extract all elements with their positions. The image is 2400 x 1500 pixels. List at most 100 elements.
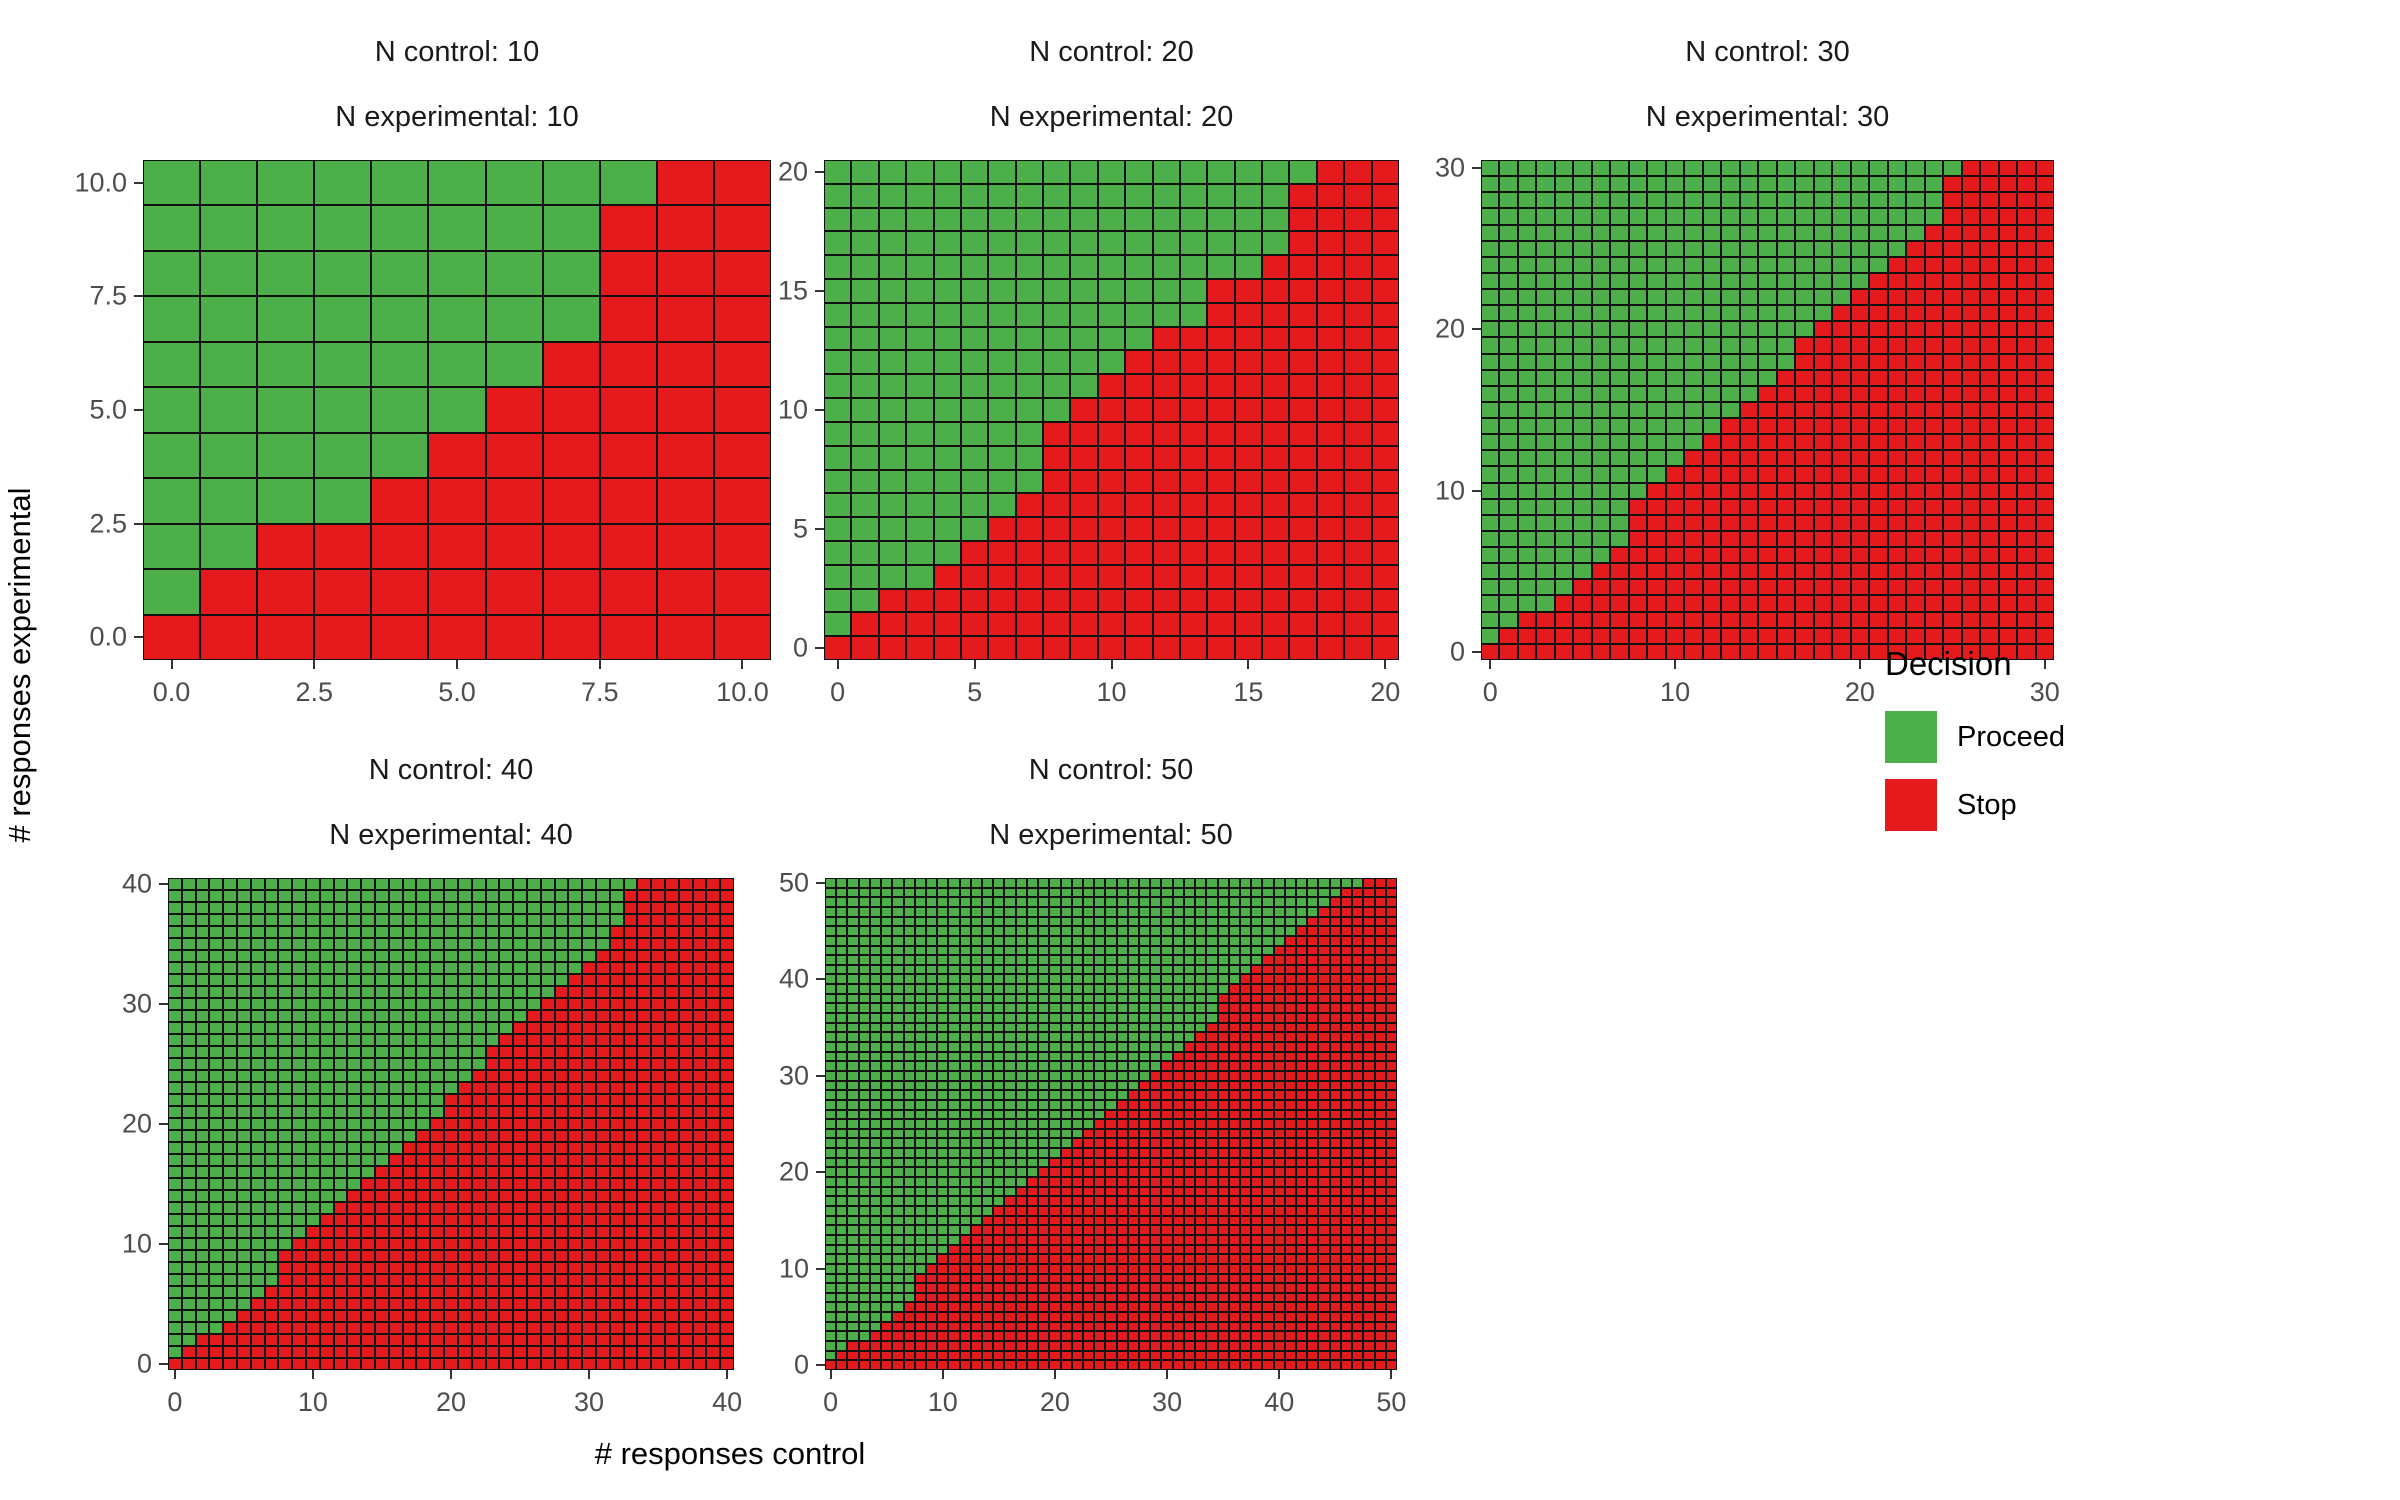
tile: [1217, 1070, 1229, 1081]
tile: [1206, 1128, 1218, 1139]
tile: [1273, 964, 1285, 975]
tile: [375, 1154, 389, 1166]
tile: [637, 1010, 652, 1022]
tile: [1591, 595, 1611, 612]
tile: [1239, 1099, 1252, 1110]
tile: [692, 1274, 707, 1286]
tile: [2035, 353, 2054, 370]
tile: [720, 914, 734, 926]
tile: [1813, 176, 1833, 193]
tile: [209, 1058, 224, 1070]
tile: [869, 1099, 882, 1110]
tile: [1026, 1128, 1039, 1139]
tile: [485, 1166, 500, 1178]
tile: [499, 926, 514, 938]
tile: [1628, 498, 1648, 515]
tile: [306, 1358, 320, 1370]
tile: [1082, 1167, 1095, 1178]
tile: [824, 612, 852, 637]
tile: [678, 1082, 693, 1094]
tile: [982, 916, 994, 927]
tile: [933, 564, 961, 589]
tile: [1850, 208, 1870, 225]
tile: [209, 1166, 224, 1178]
tile: [264, 1142, 279, 1154]
tile: [582, 1226, 596, 1238]
tile: [1980, 595, 1999, 612]
tile: [1183, 1186, 1196, 1197]
tile: [1573, 595, 1592, 612]
tile: [970, 945, 983, 956]
tile: [623, 1106, 638, 1118]
tile: [1043, 493, 1071, 518]
tile: [513, 1130, 527, 1142]
tile: [1869, 240, 1888, 257]
tile: [595, 890, 610, 902]
tile: [706, 998, 721, 1010]
tile: [1665, 643, 1685, 660]
tile: [1721, 498, 1740, 515]
tile: [168, 1334, 182, 1346]
tile: [706, 1166, 721, 1178]
tile: [1015, 183, 1044, 208]
strip-label-control-20: N control: 20: [1029, 36, 1194, 68]
tile: [1832, 369, 1851, 386]
tile: [306, 1226, 320, 1238]
tile: [1739, 208, 1759, 225]
tile: [1127, 1013, 1140, 1023]
tile: [237, 1034, 251, 1046]
tile: [706, 1034, 721, 1046]
tile: [1043, 540, 1071, 565]
tile: [1628, 305, 1648, 322]
tile: [1352, 1003, 1364, 1014]
tile: [706, 914, 721, 926]
tile: [1363, 1051, 1375, 1062]
tile: [858, 926, 870, 936]
tile: [347, 974, 362, 986]
tile: [526, 938, 541, 950]
tile: [1665, 224, 1685, 241]
tile: [457, 1022, 472, 1034]
tile: [1049, 1090, 1061, 1100]
tile: [430, 1166, 445, 1178]
tile: [1094, 926, 1106, 936]
tile: [430, 1262, 445, 1274]
tile: [347, 914, 362, 926]
tile: [948, 1128, 960, 1139]
tile: [1943, 224, 1962, 241]
tile: [568, 1250, 583, 1262]
tile: [402, 1214, 417, 1226]
tile: [513, 1106, 527, 1118]
tile: [892, 1022, 904, 1033]
tile: [664, 986, 679, 998]
tile: [444, 1358, 458, 1370]
tile: [223, 950, 238, 962]
tile: [444, 878, 458, 890]
tile: [195, 998, 210, 1010]
tile: [1665, 450, 1685, 467]
tile: [720, 1250, 734, 1262]
tile: [1161, 945, 1173, 956]
tile: [1296, 993, 1308, 1004]
tile: [906, 564, 934, 589]
tile: [1998, 450, 2018, 467]
x-axis-tick: [836, 660, 839, 669]
tile: [361, 1298, 376, 1310]
tile: [1318, 1148, 1330, 1158]
tile: [402, 1070, 417, 1082]
tile: [903, 1003, 915, 1014]
tile: [959, 945, 971, 956]
tile: [906, 183, 934, 208]
tile: [1070, 540, 1098, 565]
tile: [582, 1154, 596, 1166]
tile: [836, 1032, 848, 1042]
tile: [664, 1262, 679, 1274]
tile: [209, 1106, 224, 1118]
tile: [1371, 445, 1399, 470]
tile: [347, 1154, 362, 1166]
tile: [1850, 240, 1870, 257]
tile: [485, 998, 500, 1010]
tile: [402, 1142, 417, 1154]
tile: [1739, 289, 1759, 306]
tile: [388, 1130, 403, 1142]
